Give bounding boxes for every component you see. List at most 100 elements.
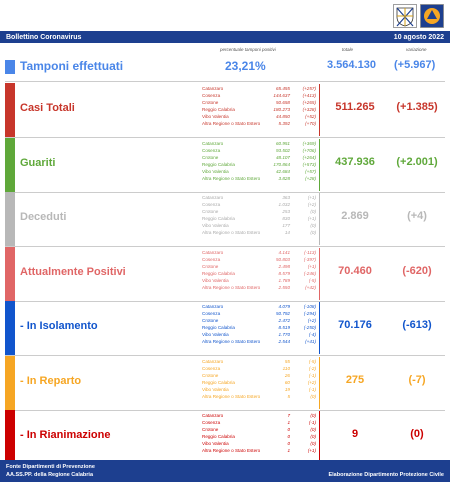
bulletin-title: Bollettino Coronavirus: [6, 33, 82, 41]
province-delta: (+57): [305, 168, 316, 174]
province-breakdown: Catanzaro 4.141 (-113) Cosenza 50.803 (-397) C…: [200, 247, 320, 300]
province-name: Altra Regione o Stato Estero: [202, 230, 261, 236]
province-value: 48.107: [275, 154, 290, 160]
province-row: Reggio Calabria 60 (+2): [202, 379, 319, 386]
province-name: Catanzaro: [202, 358, 224, 364]
province-delta: (+2): [307, 202, 316, 208]
province-delta: (+257): [302, 86, 316, 91]
divider: [5, 191, 445, 193]
province-row: Reggio Calabria 830 (+1): [202, 215, 319, 222]
province-row: Altra Regione o Stato Estero 5.392 (+70): [202, 120, 319, 127]
province-delta: (+1): [307, 195, 316, 200]
province-name: Catanzaro: [202, 195, 224, 200]
section-variation: (-620): [402, 264, 432, 277]
province-name: Cosenza: [202, 147, 221, 153]
province-value: 1.789: [278, 277, 291, 283]
province-row: Catanzaro 363 (+1): [202, 194, 319, 201]
section-isolamento: - In Isolamento Catanzaro 4.079 (-108) Cosen…: [0, 301, 450, 355]
province-row: Vibo Valentia 0 (0): [202, 440, 319, 447]
region-crest-icon: [393, 4, 417, 28]
column-header-total: totale: [342, 47, 354, 52]
footer-source-line2: AA.SS.PP. della Regione Calabria: [6, 472, 94, 478]
province-delta: (+2): [307, 379, 316, 385]
province-delta: (+573): [302, 161, 316, 167]
province-row: Cosenza 50.792 (-294): [202, 310, 319, 317]
province-delta: (-246): [303, 270, 316, 276]
tamponi-color-bar: [5, 60, 15, 74]
province-value: 830: [282, 216, 290, 222]
province-delta: (-4): [308, 332, 316, 338]
province-row: Altra Regione o Stato Estero 2.544 (+41): [202, 338, 319, 345]
province-row: Vibo Valentia 1.770 (-4): [202, 331, 319, 338]
province-name: Vibo Valentia: [202, 114, 229, 120]
province-delta: (+1): [307, 263, 316, 269]
civil-protection-icon: [420, 4, 444, 28]
section-label: - In Reparto: [20, 374, 82, 387]
province-name: Crotone: [202, 209, 219, 215]
title-bar: Bollettino Coronavirus 10 agosto 2022: [0, 31, 450, 43]
province-delta: (-294): [303, 311, 316, 317]
tamponi-variation: (+5.967): [394, 59, 436, 71]
province-row: Crotone 2.498 (+1): [202, 263, 319, 270]
province-value: 2.498: [278, 263, 291, 269]
province-delta: (+1): [307, 216, 316, 222]
province-row: Cosenza 1 (-1): [202, 419, 319, 426]
section-label: Casi Totali: [20, 102, 75, 114]
province-name: Crotone: [202, 318, 219, 324]
province-value: 0: [287, 427, 290, 433]
province-name: Reggio Calabria: [202, 434, 235, 440]
province-row: Vibo Valentia 177 (0): [202, 222, 319, 229]
province-delta: (+264): [302, 154, 316, 160]
province-row: Reggio Calabria 170.864 (+573): [202, 161, 319, 168]
section-total: 275: [345, 373, 365, 386]
province-value: 7: [287, 413, 290, 418]
section-label: Guariti: [20, 156, 56, 169]
province-row: Altra Regione o Stato Estero 14 (0): [202, 229, 319, 236]
section-color-bar: [5, 410, 15, 464]
province-row: Cosenza 144.637 (+413): [202, 92, 319, 99]
province-name: Cosenza: [202, 202, 221, 208]
province-value: 8.579: [278, 270, 291, 276]
province-delta: (+2): [307, 318, 316, 324]
province-value: 42.684: [275, 168, 290, 174]
province-row: Catanzaro 60.951 (+369): [202, 140, 319, 147]
province-value: 4.141: [278, 249, 291, 255]
province-breakdown: Catanzaro 4.079 (-108) Cosenza 50.792 (-294) C…: [200, 302, 320, 354]
province-delta: (0): [310, 223, 316, 229]
divider: [5, 81, 445, 82]
section-total: 9: [351, 428, 359, 440]
province-row: Altra Regione o Stato Estero 5 (0): [202, 393, 319, 400]
province-value: 1: [287, 420, 290, 426]
province-name: Reggio Calabria: [202, 107, 235, 113]
province-delta: (0): [310, 230, 316, 236]
province-row: Cosenza 1.032 (+2): [202, 201, 319, 208]
section-total: 437.936: [335, 155, 375, 168]
section-color-bar: [5, 246, 15, 301]
province-delta: (0): [310, 209, 316, 215]
province-row: Crotone 50.658 (+265): [202, 99, 319, 106]
province-row: Reggio Calabria 8.519 (-250): [202, 324, 319, 331]
province-row: Reggio Calabria 180.273 (+328): [202, 106, 319, 113]
province-name: Crotone: [202, 154, 219, 160]
province-row: Cosenza 50.803 (-397): [202, 256, 319, 263]
province-delta: (+28): [305, 175, 316, 181]
province-name: Crotone: [202, 100, 219, 106]
province-delta: (-113): [304, 249, 316, 255]
tamponi-total: 3.564.130: [327, 59, 376, 71]
section-total: 70.176: [338, 319, 372, 331]
province-value: 8.519: [278, 325, 291, 331]
province-delta: (-1): [308, 420, 316, 426]
province-value: 180.273: [273, 107, 290, 113]
province-delta: (0): [310, 441, 316, 447]
province-delta: (-397): [303, 256, 316, 262]
province-row: Crotone 26 (-1): [202, 372, 319, 379]
province-value: 0: [287, 434, 290, 440]
column-header-percent: percentuale tamponi positivi: [220, 47, 276, 52]
province-name: Catanzaro: [202, 140, 224, 146]
province-row: Cosenza 93.502 (+706): [202, 147, 319, 154]
province-breakdown: Catanzaro 7 (0) Cosenza 1 (-1) Crotone 0 (0) Regg…: [200, 411, 320, 463]
section-label: - In Isolamento: [20, 320, 98, 332]
province-name: Crotone: [202, 372, 219, 378]
section-color-bar: [5, 192, 15, 246]
section-total: 70.460: [338, 264, 372, 277]
